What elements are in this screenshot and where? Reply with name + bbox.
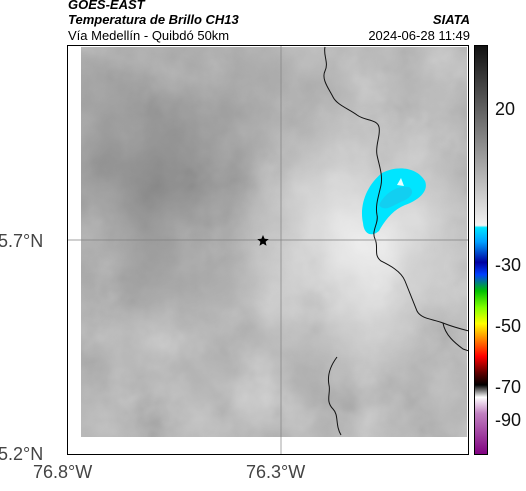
colorbar-label: -50 bbox=[495, 316, 522, 336]
boundary-line-southeast bbox=[442, 322, 469, 352]
y-tick-label: 5.7°N bbox=[0, 231, 44, 251]
x-tick-label: 76.8°W bbox=[33, 462, 93, 482]
x-tick-label: 76.3°W bbox=[246, 462, 306, 482]
colorbar-label: -70 bbox=[495, 377, 522, 397]
cold-cloud-core bbox=[379, 186, 413, 209]
datetime-label: 2024-06-28 11:49 bbox=[368, 28, 470, 43]
colorbar bbox=[474, 45, 488, 455]
boundary-line-south bbox=[328, 356, 342, 436]
agency-label: SIATA bbox=[432, 12, 470, 27]
star-icon bbox=[257, 235, 269, 246]
cold-cloud-peak bbox=[397, 178, 404, 186]
colorbar-label: -30 bbox=[495, 255, 522, 275]
colorbar-label: -90 bbox=[495, 410, 522, 430]
y-tick-label: 5.2°N bbox=[0, 444, 44, 464]
boundary-line-east bbox=[323, 46, 469, 332]
satellite-name: GOES-EAST bbox=[68, 0, 145, 12]
brightness-temperature-map bbox=[67, 45, 469, 455]
region-label: Vía Medellín - Quibdó 50km bbox=[68, 28, 230, 43]
raster-bright-region bbox=[81, 47, 467, 437]
product-title: Temperatura de Brillo CH13 bbox=[68, 12, 239, 27]
map-border bbox=[67, 45, 469, 455]
colorbar-gradient bbox=[474, 45, 488, 455]
colorbar-label: 20 bbox=[495, 99, 516, 119]
